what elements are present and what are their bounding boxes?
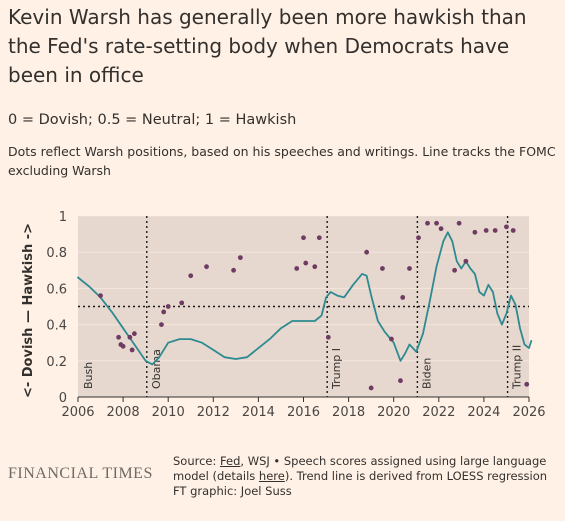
x-tick-label: 2010 (152, 405, 185, 420)
warsh-dot (294, 266, 300, 271)
x-tick-label: 2026 (512, 405, 545, 420)
era-label: Trump I (330, 348, 343, 390)
warsh-dot (407, 266, 412, 271)
y-tick-label: 0.4 (46, 319, 67, 334)
y-tick-label: 0 (59, 391, 67, 406)
fed-link[interactable]: Fed (220, 454, 241, 468)
y-tick-label: 0.8 (46, 246, 67, 261)
warsh-dot (483, 228, 489, 233)
warsh-dot (98, 293, 103, 299)
warsh-dot (524, 381, 530, 387)
fomc-line (77, 231, 533, 366)
graphic-credit: FT graphic: Joel Suss (173, 484, 292, 498)
warsh-dot (165, 304, 171, 309)
era-label: Biden (420, 358, 433, 389)
warsh-dot (380, 266, 385, 271)
warsh-dot (389, 336, 394, 342)
warsh-dot (161, 309, 167, 315)
warsh-dot (131, 331, 137, 337)
axes: 0 0.2 0.4 0.6 0.8 1 2006 2008 2010 2012 2014 2016 20… (21, 210, 546, 420)
y-axis-label: <- Dovish — Hawkish -> (21, 223, 36, 398)
warsh-dot (368, 385, 374, 391)
warsh-dot (504, 224, 509, 230)
warsh-dot (472, 229, 478, 235)
chart-subtitle: 0 = Dovish; 0.5 = Neutral; 1 = Hawkish (8, 112, 297, 128)
warsh-dot (237, 255, 243, 261)
ft-logo: FINANCIAL TIMES (8, 465, 153, 482)
warsh-dot (120, 343, 126, 349)
details-link[interactable]: here (258, 469, 285, 483)
warsh-dot (434, 220, 439, 226)
warsh-dot (179, 300, 185, 306)
x-tick-label: 2022 (422, 405, 455, 420)
y-tick-label: 0.2 (46, 355, 67, 370)
warsh-dot (416, 235, 421, 241)
x-tick-label: 2016 (287, 405, 320, 420)
warsh-dot (312, 264, 318, 270)
warsh-dot (325, 334, 331, 340)
warsh-dot (188, 273, 194, 279)
warsh-dot (159, 322, 164, 327)
era-dividers: Bush Obama Trump I Biden Trump II (82, 216, 524, 397)
gridlines (78, 215, 529, 362)
x-tick-label: 2014 (242, 405, 275, 420)
chart-description: Dots reflect Warsh positions, based on h… (8, 144, 556, 178)
warsh-dot (456, 220, 462, 226)
era-label: Bush (82, 362, 95, 389)
x-tick-label: 2024 (467, 405, 500, 420)
x-tick-label: 2006 (61, 405, 94, 420)
warsh-dot (301, 235, 306, 241)
warsh-dots (98, 220, 530, 391)
x-tick-label: 2020 (377, 405, 410, 420)
warsh-dot (231, 267, 236, 273)
source-suffix: ). Trend line is derived from LOESS regr… (284, 469, 548, 483)
warsh-dot (492, 228, 498, 233)
source-prefix: Source: (173, 454, 221, 468)
era-label: Trump II (511, 345, 524, 390)
y-tick-label: 1 (59, 210, 67, 225)
fomc-trend-line (77, 231, 533, 366)
chart-title: Kevin Warsh has generally been more hawk… (8, 5, 527, 87)
y-tick-label: 0.6 (46, 282, 67, 297)
warsh-dot (398, 378, 403, 384)
x-tick-label: 2018 (332, 405, 365, 420)
warsh-dot (116, 334, 121, 340)
source-middle: , WSJ • Speech scores assigned using lar… (173, 454, 547, 483)
warsh-dot (316, 235, 322, 241)
warsh-dot (127, 334, 133, 340)
warsh-dot (510, 228, 516, 233)
x-tick-label: 2012 (197, 405, 230, 420)
warsh-dot (303, 260, 309, 266)
source-note: Source: Fed, WSJ • Speech scores assigne… (173, 454, 558, 499)
warsh-dot (438, 226, 444, 232)
x-tick-label: 2008 (107, 405, 140, 420)
warsh-dot (425, 220, 430, 226)
warsh-dot (463, 258, 469, 264)
warsh-dot (129, 347, 135, 353)
warsh-dot (400, 295, 406, 300)
warsh-dot (204, 264, 209, 270)
warsh-dot (452, 267, 457, 273)
warsh-dot (364, 249, 370, 255)
era-label: Obama (150, 349, 163, 389)
